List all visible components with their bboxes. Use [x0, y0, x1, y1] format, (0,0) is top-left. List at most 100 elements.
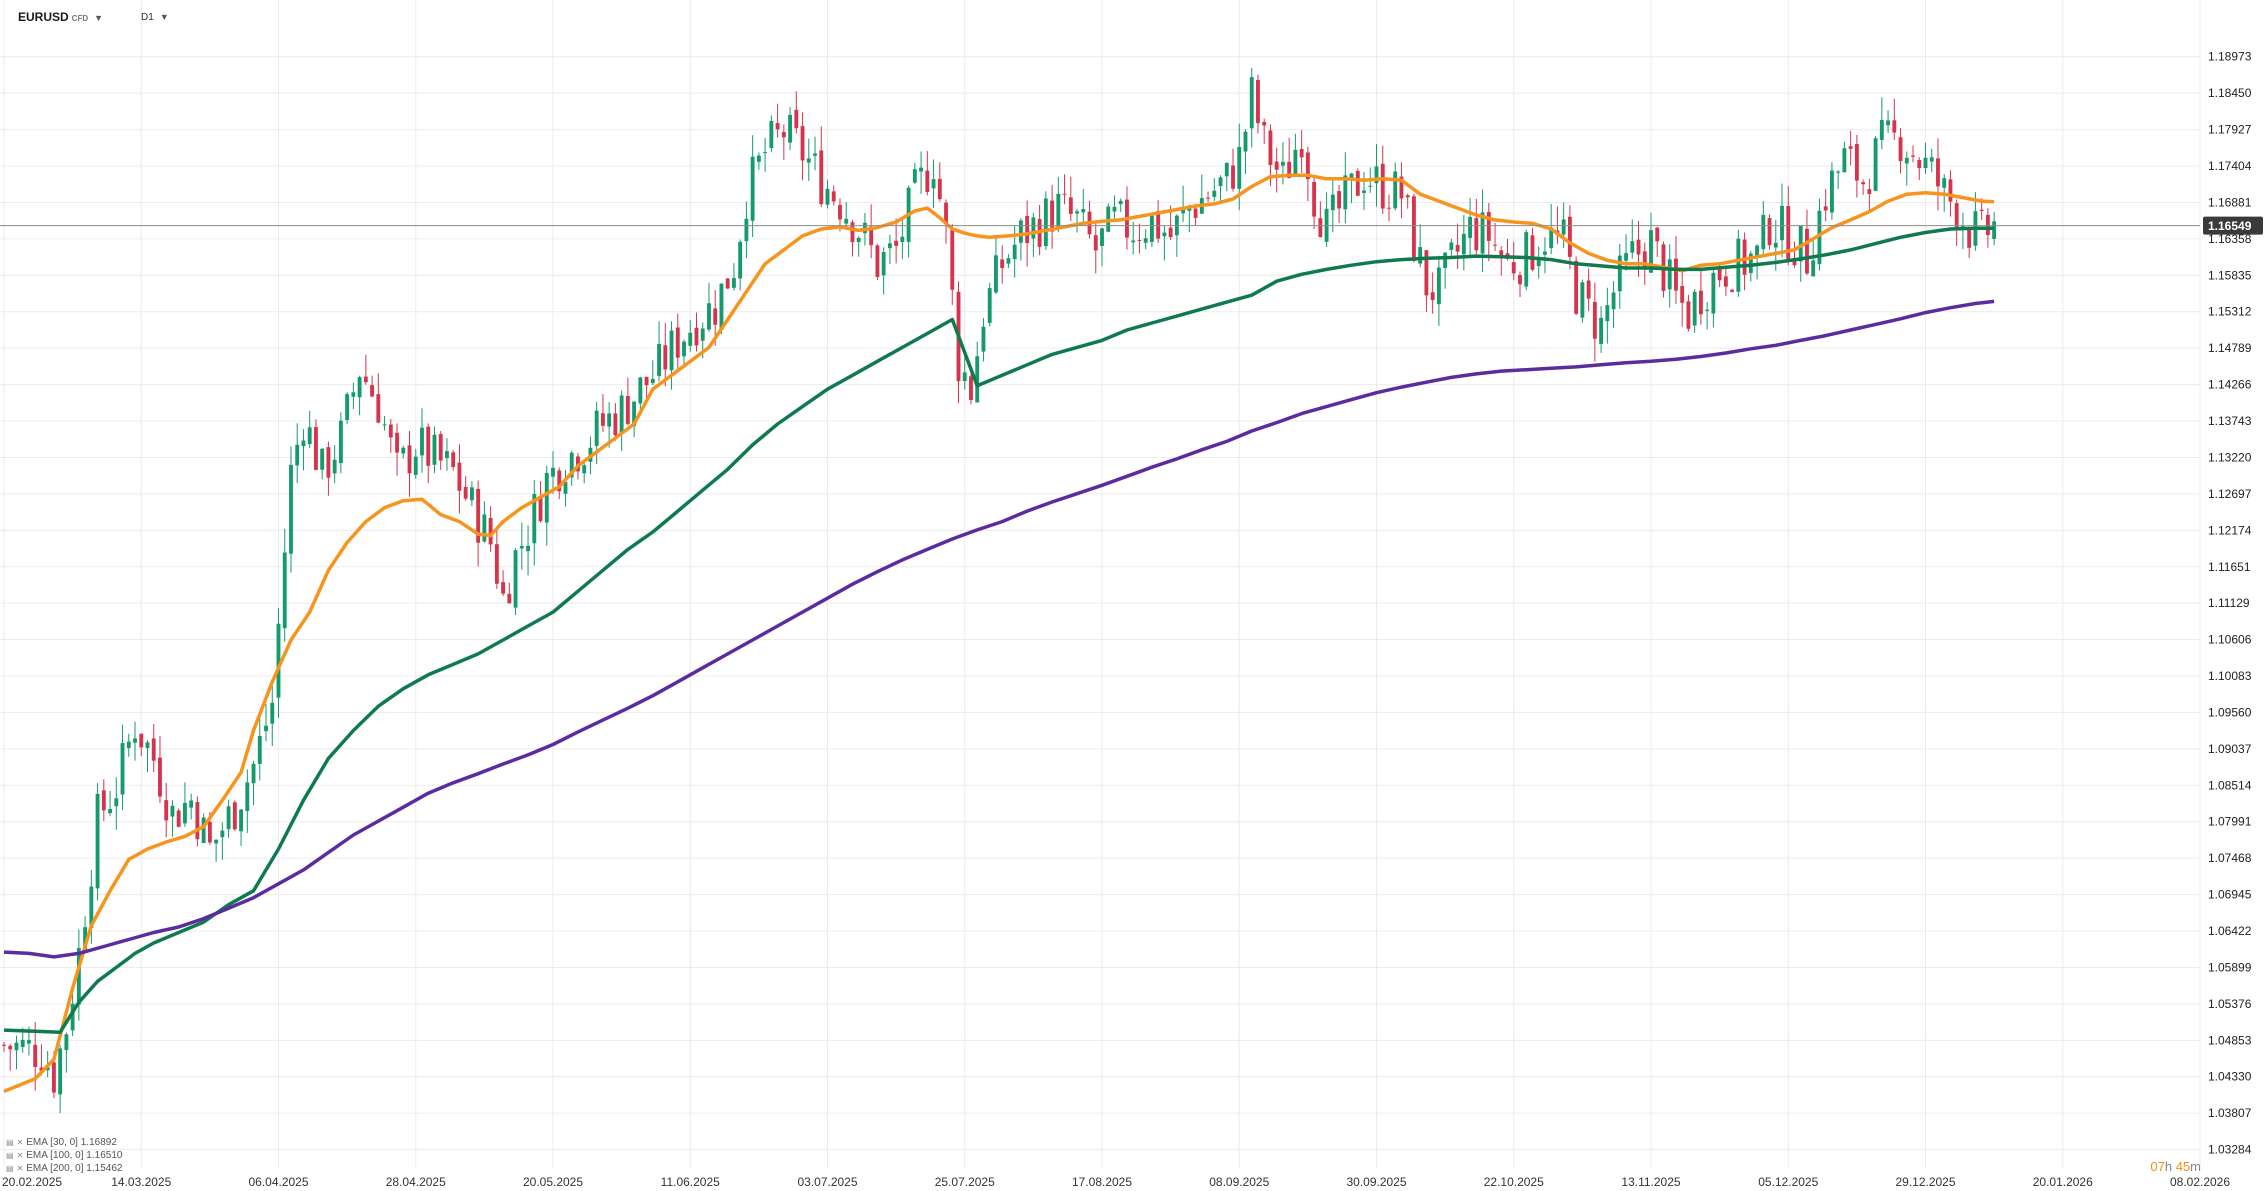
candle-body — [164, 800, 169, 821]
y-tick-label: 1.13743 — [2208, 414, 2252, 428]
candle-body — [794, 109, 799, 129]
y-axis[interactable]: 1.18973 1.18450 1.17927 1.17404 1.16881 1.163… — [2208, 50, 2252, 1157]
chevron-down-icon[interactable]: ▼ — [94, 13, 104, 23]
legend-item-ema100[interactable]: ▤ ✕ EMA [100, 0] 1.16510 — [6, 1149, 122, 1162]
candle-body — [170, 805, 175, 817]
x-axis[interactable]: 20.02.2025 14.03.2025 06.04.2025 28.04.2025… — [2, 1175, 2230, 1189]
y-tick-label: 1.12697 — [2208, 487, 2252, 501]
close-icon[interactable]: ✕ — [16, 1138, 24, 1147]
x-tick-label: 11.06.2025 — [661, 1175, 720, 1189]
candle-body — [526, 545, 530, 552]
candle-body — [1287, 161, 1292, 179]
candle-body — [731, 278, 736, 288]
candle-body — [64, 1034, 69, 1051]
candle-body — [1418, 247, 1423, 264]
candle-body — [1499, 250, 1504, 256]
y-tick-label: 1.09037 — [2208, 742, 2252, 756]
candle-body — [276, 623, 281, 698]
candle-body — [1923, 157, 1928, 169]
candle-body — [688, 332, 693, 346]
candle-body — [126, 741, 131, 749]
candle-body — [1580, 282, 1585, 318]
candle-body — [975, 356, 980, 403]
settings-icon[interactable]: ▤ — [6, 1164, 14, 1173]
candle-body — [1249, 77, 1254, 129]
candle-body — [370, 385, 375, 397]
candle-body — [1798, 225, 1803, 262]
candle-body — [1206, 197, 1210, 199]
y-tick-label: 1.15312 — [2208, 305, 2252, 319]
candle-body — [607, 413, 612, 427]
legend-label: EMA [30, 0] 1.16892 — [26, 1137, 117, 1148]
y-tick-label: 1.14266 — [2208, 378, 2252, 392]
candle-body — [1243, 131, 1248, 152]
y-tick-label: 1.03807 — [2208, 1106, 2252, 1120]
candle-body — [1967, 229, 1972, 248]
indicator-legend: ▤ ✕ EMA [30, 0] 1.16892 ▤ ✕ EMA [100, 0]… — [6, 1136, 122, 1175]
candle-body — [869, 226, 874, 246]
y-tick-label: 1.05376 — [2208, 997, 2252, 1011]
settings-icon[interactable]: ▤ — [6, 1151, 14, 1160]
candle-body — [326, 447, 331, 478]
y-tick-label: 1.10083 — [2208, 669, 2252, 683]
candle-body — [1212, 190, 1217, 197]
candle-body — [351, 392, 356, 397]
candle-body — [282, 552, 287, 629]
candle-body — [1755, 245, 1759, 258]
candle-body — [987, 288, 992, 323]
x-tick-label: 13.11.2025 — [1621, 1175, 1680, 1189]
candle-body — [1043, 198, 1048, 247]
candle-body — [806, 158, 811, 163]
candle-body — [1355, 170, 1360, 196]
candle-body — [1137, 240, 1142, 242]
candle-body — [1655, 227, 1660, 242]
candle-body — [469, 487, 474, 501]
candle-body — [875, 245, 880, 277]
candle-body — [1299, 149, 1304, 158]
legend-item-ema200[interactable]: ▤ ✕ EMA [200, 0] 1.15462 — [6, 1162, 122, 1175]
y-tick-label: 1.16358 — [2208, 232, 2252, 246]
close-icon[interactable]: ✕ — [16, 1164, 24, 1173]
candle-body — [700, 328, 705, 341]
y-tick-label: 1.09560 — [2208, 705, 2252, 719]
candle-body — [289, 464, 293, 554]
candle-body — [1829, 170, 1834, 213]
timeframe-selector[interactable]: D1 ▼ — [141, 12, 169, 23]
chevron-down-icon[interactable]: ▼ — [159, 11, 169, 22]
candle-body — [2, 1044, 6, 1046]
candle-body — [750, 156, 755, 221]
candle-body — [962, 372, 967, 382]
candle-body — [819, 150, 824, 205]
close-icon[interactable]: ✕ — [16, 1151, 24, 1160]
x-tick-label: 08.02.2026 — [2170, 1175, 2230, 1189]
candle-body — [1156, 210, 1161, 239]
candle-body — [1624, 253, 1628, 261]
candle-body — [1093, 235, 1098, 251]
candle-body — [1224, 162, 1229, 177]
candle-body — [632, 401, 637, 427]
candle-body — [158, 757, 162, 797]
candle-body — [1723, 276, 1728, 287]
candle-body — [1761, 214, 1766, 250]
candle-body — [1443, 252, 1448, 268]
candle-body — [1917, 159, 1922, 169]
timer-hours: 07 — [2150, 1159, 2165, 1174]
candle-body — [457, 462, 462, 491]
candle-body — [1449, 242, 1454, 250]
candle-body — [232, 802, 237, 830]
candle-body — [45, 1067, 50, 1071]
settings-icon[interactable]: ▤ — [6, 1138, 14, 1147]
candle-body — [1979, 209, 1984, 211]
candle-body — [445, 451, 449, 459]
candle-body — [401, 447, 406, 454]
legend-item-ema30[interactable]: ▤ ✕ EMA [30, 0] 1.16892 — [6, 1136, 122, 1149]
candle-body — [1256, 79, 1260, 124]
x-tick-label: 05.12.2025 — [1758, 1175, 1818, 1189]
candle-body — [70, 1003, 75, 1031]
candle-body — [345, 394, 350, 420]
candle-body — [1823, 206, 1828, 211]
symbol-selector[interactable]: EURUSD CFD ▼ — [18, 10, 103, 24]
candle-body — [1162, 232, 1167, 237]
candle-body — [1025, 215, 1030, 244]
